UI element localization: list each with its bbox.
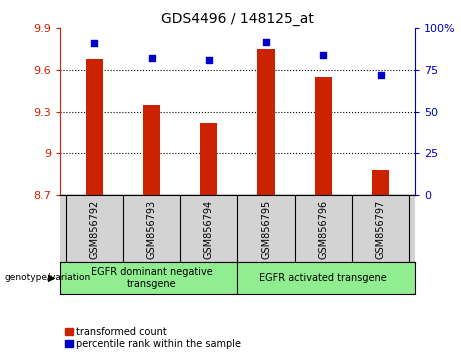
Point	[148, 56, 155, 61]
Bar	[372, 170, 389, 195]
Text: GSM856796: GSM856796	[318, 200, 328, 259]
Point	[205, 57, 213, 63]
Text: ▶: ▶	[48, 273, 55, 283]
Text: EGFR dominant negative
transgene: EGFR dominant negative transgene	[91, 267, 213, 289]
Point	[377, 72, 384, 78]
Text: GSM856797: GSM856797	[376, 200, 385, 259]
Bar	[315, 77, 332, 195]
Bar	[200, 122, 218, 195]
Bar	[143, 104, 160, 195]
Text: GSM856795: GSM856795	[261, 200, 271, 259]
Point	[262, 39, 270, 45]
Text: GSM856794: GSM856794	[204, 200, 214, 259]
Text: genotype/variation: genotype/variation	[5, 273, 91, 282]
Point	[319, 52, 327, 58]
Text: EGFR activated transgene: EGFR activated transgene	[260, 273, 387, 283]
Text: GSM856793: GSM856793	[147, 200, 157, 259]
Text: GSM856792: GSM856792	[89, 200, 99, 259]
Bar	[86, 59, 103, 195]
Bar	[257, 49, 275, 195]
Title: GDS4496 / 148125_at: GDS4496 / 148125_at	[161, 12, 314, 26]
Point	[91, 40, 98, 46]
Legend: transformed count, percentile rank within the sample: transformed count, percentile rank withi…	[65, 327, 242, 349]
